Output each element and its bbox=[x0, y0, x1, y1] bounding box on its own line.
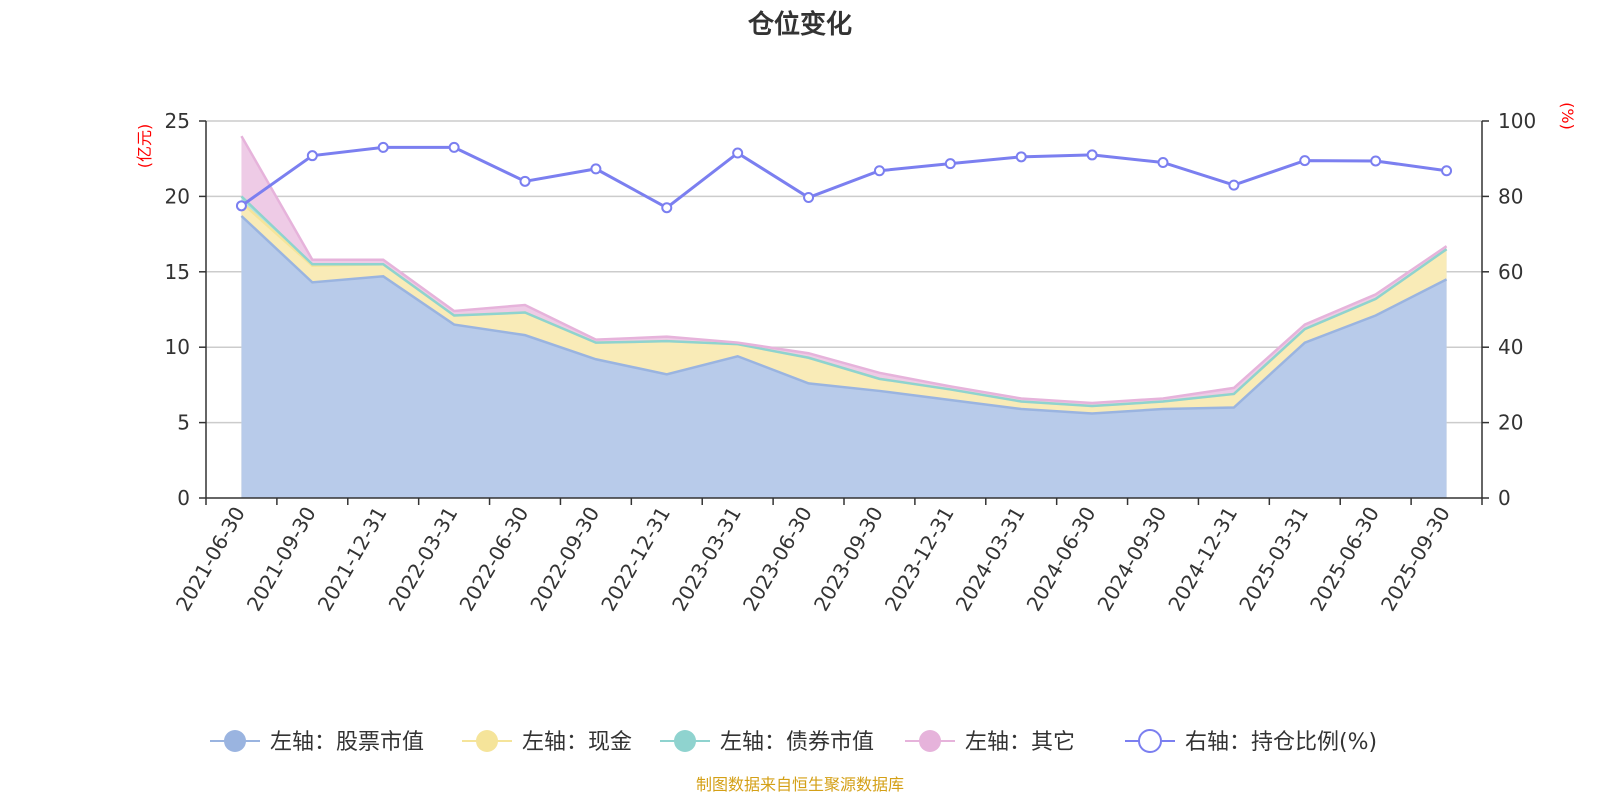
legend-marker-icon bbox=[1138, 729, 1162, 753]
area-line-左轴：债券市值 bbox=[240, 195, 1448, 408]
left-tick-label: 5 bbox=[177, 411, 190, 435]
legend-marker-icon bbox=[919, 730, 941, 752]
x-tick-label: 2021-12-31 bbox=[313, 503, 392, 616]
ratio-point bbox=[1370, 155, 1382, 167]
x-tick-label: 2023-03-31 bbox=[667, 503, 746, 616]
legend-label: 左轴：现金 bbox=[522, 730, 632, 755]
ratio-point bbox=[377, 141, 389, 153]
ratio-point bbox=[590, 163, 602, 175]
x-tick-label: 2021-06-30 bbox=[171, 503, 250, 616]
right-tick-label: 0 bbox=[1498, 486, 1511, 510]
area-line-左轴：股票市值 bbox=[240, 215, 1448, 415]
x-tick-label: 2025-03-31 bbox=[1234, 503, 1313, 616]
area-左轴：股票市值 bbox=[241, 216, 1447, 498]
legend-label: 右轴：持仓比例(%) bbox=[1185, 730, 1377, 755]
left-tick-label: 0 bbox=[177, 486, 190, 510]
ratio-point bbox=[1157, 156, 1169, 168]
ratio-point bbox=[944, 158, 956, 170]
left-axis-unit: (亿元) bbox=[135, 124, 154, 169]
x-tick-label: 2025-06-30 bbox=[1305, 503, 1384, 616]
ratio-point bbox=[732, 147, 744, 159]
area-line-左轴：其它 bbox=[240, 135, 1448, 405]
ratio-point bbox=[448, 141, 460, 153]
ratio-point bbox=[1441, 165, 1453, 177]
right-tick-label: 60 bbox=[1498, 260, 1523, 284]
x-tick-label: 2025-09-30 bbox=[1376, 503, 1455, 616]
ratio-point bbox=[1228, 179, 1240, 191]
ratio-point bbox=[235, 200, 247, 212]
x-tick-label: 2021-09-30 bbox=[242, 503, 321, 616]
x-tick-label: 2022-03-31 bbox=[384, 502, 463, 615]
left-tick-label: 20 bbox=[165, 184, 190, 208]
x-tick-label: 2024-06-30 bbox=[1022, 503, 1101, 616]
x-tick-label: 2022-09-30 bbox=[525, 503, 604, 616]
right-tick-label: 100 bbox=[1498, 109, 1536, 133]
chart-title: 仓位变化 bbox=[747, 9, 852, 40]
x-tick-label: 2023-06-30 bbox=[738, 503, 817, 616]
x-tick-label: 2022-12-31 bbox=[596, 503, 675, 616]
ratio-point bbox=[661, 202, 673, 214]
legend: 左轴：股票市值 左轴：现金 左轴：债券市值 左轴：其它 右轴：持仓比例(%) bbox=[210, 729, 1377, 755]
ratio-point bbox=[1086, 149, 1098, 161]
ratio-line-path bbox=[240, 145, 1447, 210]
left-tick-label: 25 bbox=[165, 109, 190, 133]
right-tick-label: 80 bbox=[1498, 184, 1523, 208]
left-tick-label: 15 bbox=[165, 260, 190, 284]
ratio-point bbox=[519, 175, 531, 187]
ratio-point bbox=[803, 192, 815, 204]
legend-marker-icon bbox=[224, 730, 246, 752]
legend-label: 左轴：股票市值 bbox=[270, 730, 424, 755]
x-tick-label: 2024-12-31 bbox=[1163, 503, 1242, 616]
ratio-point bbox=[1015, 151, 1027, 163]
x-tick-label: 2022-06-30 bbox=[454, 503, 533, 616]
right-tick-label: 40 bbox=[1498, 335, 1523, 359]
right-tick-label: 20 bbox=[1498, 411, 1523, 435]
right-axis-unit: (%) bbox=[1558, 102, 1577, 130]
legend-marker-icon bbox=[476, 730, 498, 752]
stacked-areas bbox=[240, 135, 1448, 498]
x-tick-label: 2023-12-31 bbox=[880, 502, 959, 615]
left-tick-label: 10 bbox=[165, 335, 190, 359]
legend-marker-icon bbox=[674, 730, 696, 752]
ratio-point bbox=[306, 150, 318, 162]
legend-label: 左轴：其它 bbox=[965, 730, 1075, 755]
legend-label: 左轴：债券市值 bbox=[720, 730, 874, 755]
source-note: 制图数据来自恒生聚源数据库 bbox=[696, 775, 904, 794]
ratio-point bbox=[873, 165, 885, 177]
holding-ratio-line bbox=[235, 141, 1453, 214]
ratio-point bbox=[1299, 155, 1311, 167]
x-tick-label: 2023-09-30 bbox=[809, 503, 888, 616]
x-tick-label: 2024-09-30 bbox=[1092, 503, 1171, 616]
x-tick-label: 2024-03-31 bbox=[951, 503, 1030, 616]
